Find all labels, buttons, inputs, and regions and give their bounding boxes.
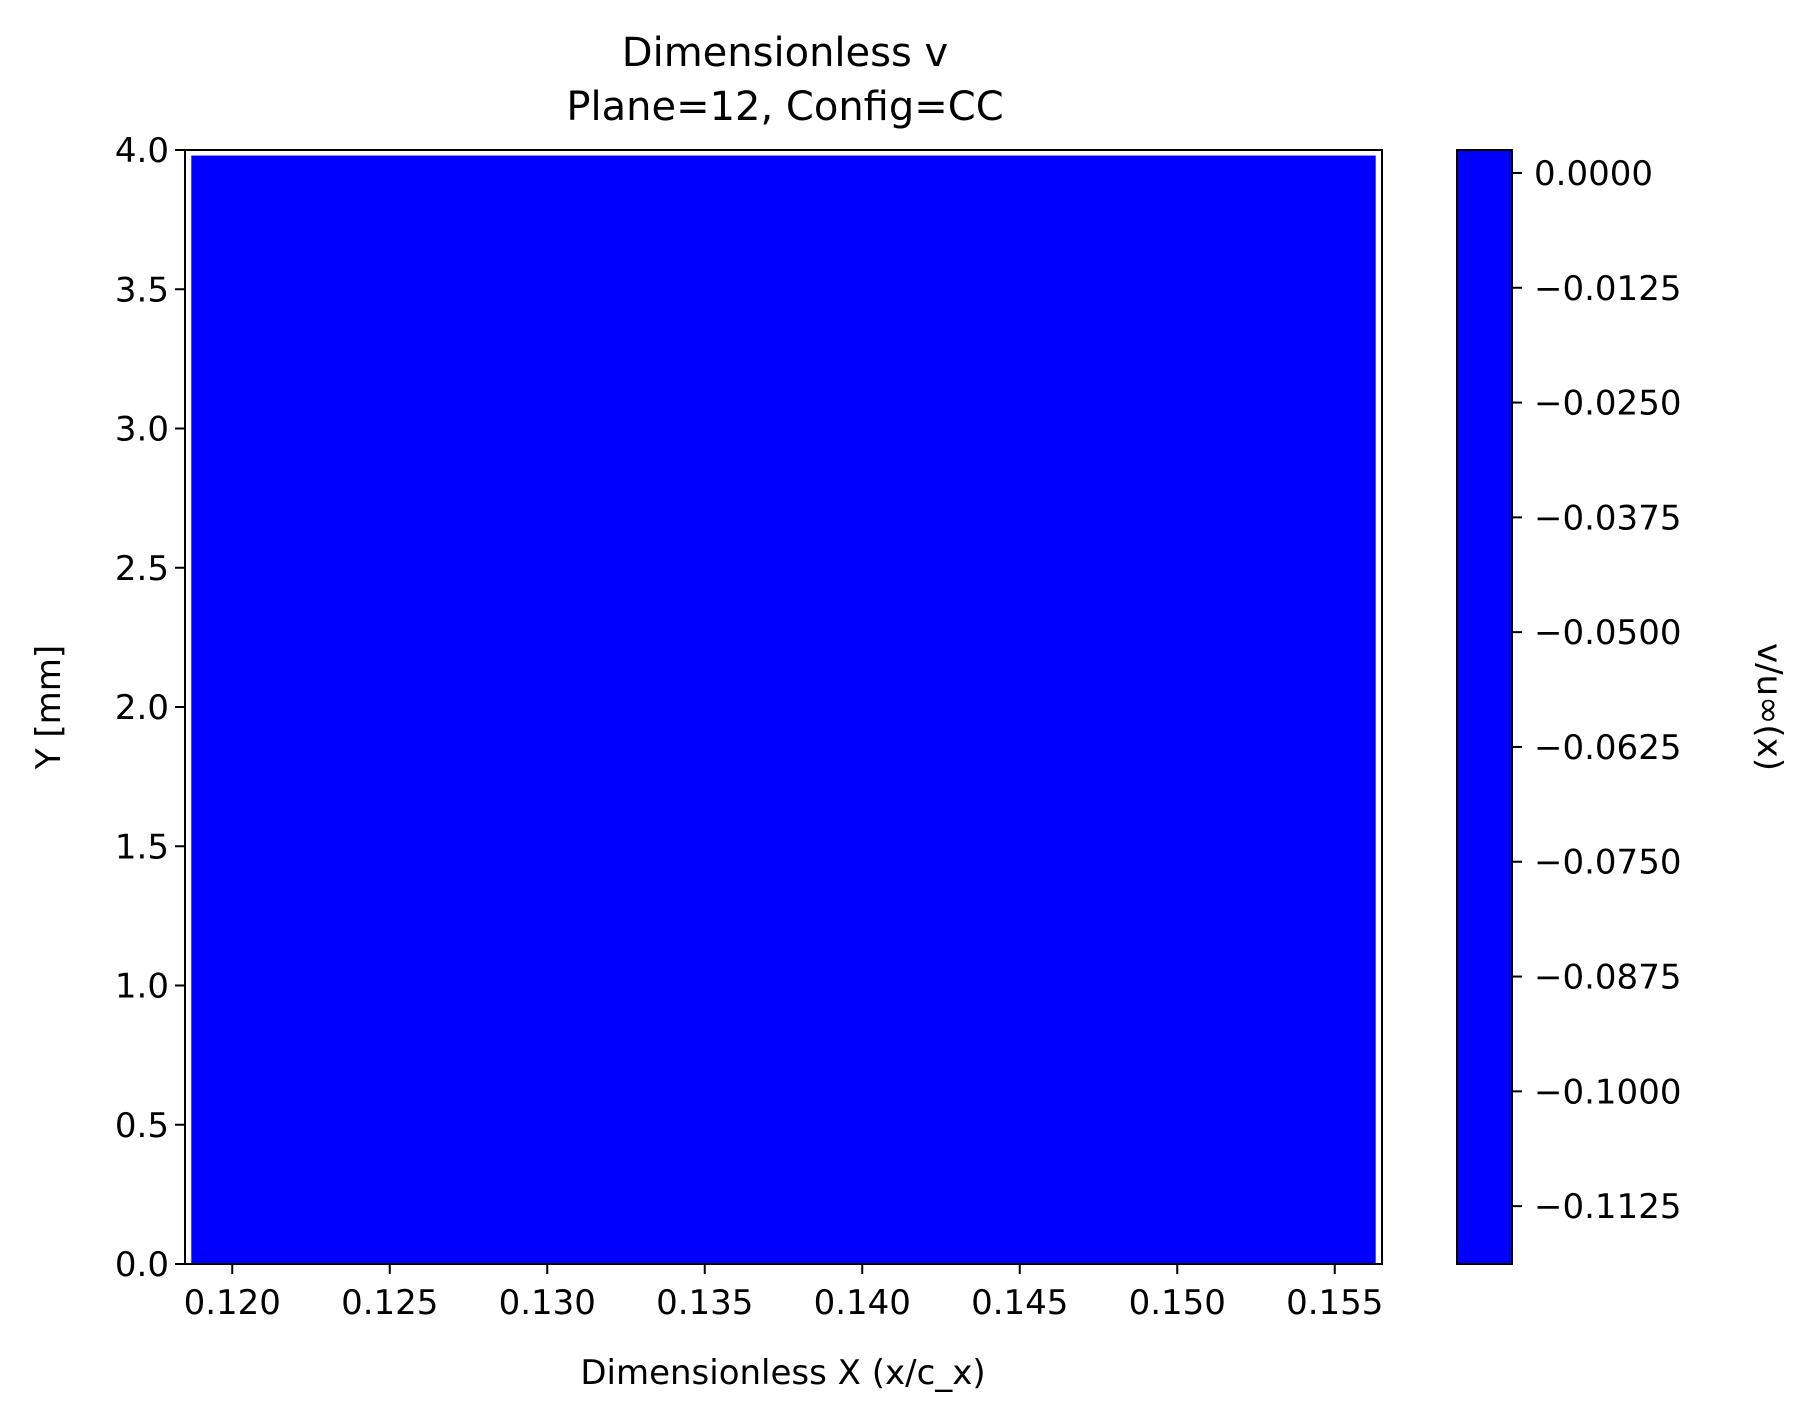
x-axis-ticks: 0.120 0.125 0.130 0.135 0.140 0.145 0.150 0.155: [184, 1264, 1383, 1323]
colorbar-tick-label: −0.1125: [1534, 1187, 1681, 1227]
x-tick-label: 0.135: [656, 1283, 753, 1323]
chart-title: Dimensionless v: [622, 30, 948, 76]
colorbar-tick-label: −0.0375: [1534, 498, 1681, 538]
y-axis-label: Y [mm]: [29, 645, 69, 770]
plot-area: 0.120 0.125 0.130 0.135 0.140 0.145 0.150 0.155…: [115, 131, 1384, 1323]
y-axis-ticks: 0.0 0.5 1.0 1.5 2.0 2.5 3.0 3.5 4.0: [115, 131, 185, 1285]
x-tick-label: 0.130: [499, 1283, 596, 1323]
colorbar: 0.0000 −0.0125 −0.0250 −0.0375 −0.0500 −0.062…: [1456, 149, 1789, 1265]
x-tick-label: 0.120: [184, 1283, 281, 1323]
colorbar-tick-label: −0.0625: [1534, 728, 1681, 768]
y-tick-label: 0.5: [115, 1106, 169, 1146]
colorbar-tick-label: −0.0875: [1534, 958, 1681, 998]
y-tick-label: 2.0: [115, 688, 169, 728]
y-tick-label: 3.0: [115, 410, 169, 450]
x-tick-label: 0.145: [971, 1283, 1068, 1323]
heatmap-field: [191, 155, 1376, 1264]
y-tick-label: 1.0: [115, 967, 169, 1007]
x-axis-label: Dimensionless X (x/c_x): [580, 1353, 985, 1393]
colorbar-tick-label: −0.0250: [1534, 384, 1681, 424]
colorbar-tick-label: −0.0750: [1534, 843, 1681, 883]
chart-subtitle: Plane=12, Config=CC: [566, 84, 1003, 130]
colorbar-ticks: 0.0000 −0.0125 −0.0250 −0.0375 −0.0500 −0.062…: [1512, 154, 1681, 1227]
x-tick-label: 0.155: [1286, 1283, 1383, 1323]
x-tick-label: 0.140: [814, 1283, 911, 1323]
x-tick-label: 0.125: [341, 1283, 438, 1323]
colorbar-tick-label: 0.0000: [1534, 154, 1653, 194]
colorbar-tick-label: −0.1000: [1534, 1072, 1681, 1112]
colorbar-fill: [1456, 149, 1513, 1265]
colorbar-tick-label: −0.0500: [1534, 613, 1681, 653]
y-tick-label: 3.5: [115, 270, 169, 310]
y-tick-label: 2.5: [115, 549, 169, 589]
y-tick-label: 0.0: [115, 1245, 169, 1285]
x-tick-label: 0.150: [1129, 1283, 1226, 1323]
y-tick-label: 4.0: [115, 131, 169, 171]
colorbar-label: v/u∞(x): [1749, 643, 1789, 771]
colorbar-tick-label: −0.0125: [1534, 269, 1681, 309]
y-tick-label: 1.5: [115, 827, 169, 867]
